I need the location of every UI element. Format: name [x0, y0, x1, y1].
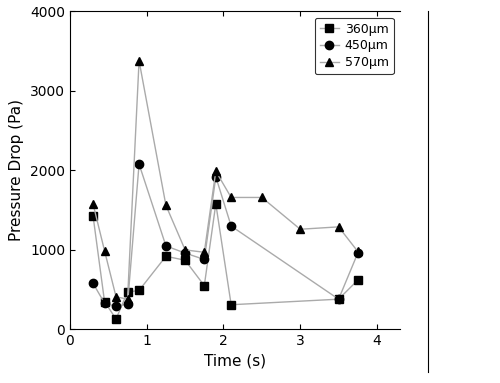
360μm [213, 201, 219, 206]
570μm [355, 249, 361, 254]
360μm [113, 317, 119, 321]
450μm [136, 162, 142, 166]
570μm [336, 224, 342, 229]
360μm [102, 299, 107, 304]
360μm [228, 303, 234, 307]
570μm [113, 295, 119, 299]
570μm [124, 297, 130, 301]
450μm [113, 304, 119, 309]
360μm [124, 290, 130, 294]
450μm [213, 175, 219, 179]
570μm [136, 59, 142, 63]
570μm [102, 249, 107, 253]
360μm [202, 283, 207, 288]
570μm [202, 250, 207, 255]
450μm [202, 257, 207, 262]
450μm [182, 251, 188, 255]
Y-axis label: Pressure Drop (Pa): Pressure Drop (Pa) [10, 100, 24, 241]
570μm [163, 203, 169, 208]
Legend: 360μm, 450μm, 570μm: 360μm, 450μm, 570μm [315, 18, 394, 74]
360μm [136, 288, 142, 293]
450μm [355, 251, 361, 255]
X-axis label: Time (s): Time (s) [204, 354, 266, 369]
450μm [102, 301, 107, 306]
Line: 360μm: 360μm [89, 200, 362, 323]
360μm [355, 278, 361, 282]
570μm [182, 247, 188, 252]
360μm [182, 258, 188, 262]
360μm [336, 297, 342, 301]
360μm [90, 213, 96, 218]
450μm [124, 302, 130, 306]
450μm [336, 297, 342, 301]
450μm [163, 244, 169, 248]
Line: 570μm: 570μm [89, 57, 362, 303]
570μm [297, 227, 303, 232]
570μm [259, 195, 265, 200]
570μm [228, 195, 234, 200]
570μm [90, 201, 96, 206]
450μm [90, 281, 96, 286]
450μm [228, 224, 234, 228]
570μm [213, 169, 219, 173]
360μm [163, 254, 169, 259]
Line: 450μm: 450μm [89, 160, 362, 311]
